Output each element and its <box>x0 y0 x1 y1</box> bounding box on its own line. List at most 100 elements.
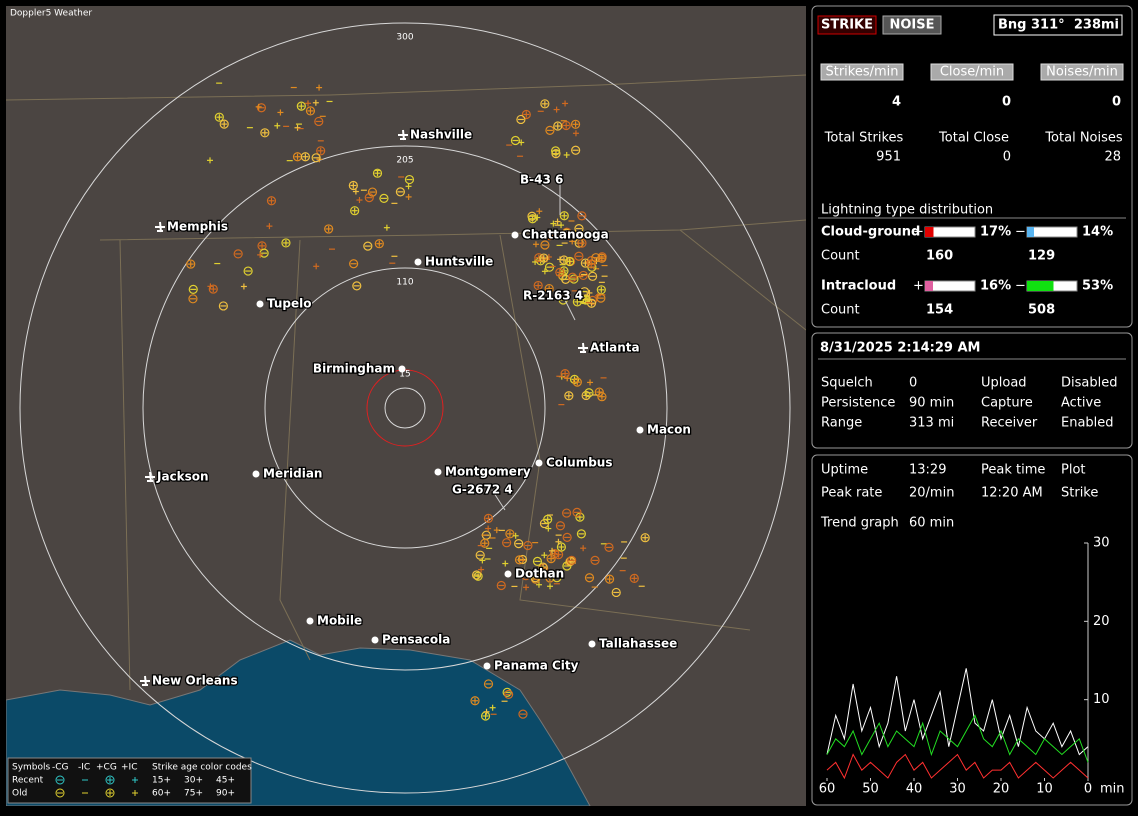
strike-ring <box>480 538 490 548</box>
strike-symbol <box>564 391 574 401</box>
legend-ring <box>105 788 115 798</box>
rate-button <box>1040 63 1124 81</box>
strike-symbol <box>532 232 539 239</box>
strike-ring <box>208 284 218 294</box>
city-dot <box>535 459 543 467</box>
strike-ring <box>483 679 494 689</box>
strike-ring <box>300 152 310 162</box>
strike-symbol <box>521 109 531 120</box>
strike-symbol <box>540 240 550 250</box>
count-label: Count <box>821 303 860 318</box>
strike-ring <box>349 259 359 269</box>
strike-symbol <box>523 540 533 551</box>
setting-text: Enabled <box>1061 416 1114 431</box>
x-unit: min <box>1100 782 1125 797</box>
strike-symbol <box>186 259 196 269</box>
strike-ring <box>296 101 306 111</box>
strike-symbol <box>514 555 525 565</box>
rate-value: 0 <box>1112 95 1121 110</box>
strike-symbol <box>532 556 543 566</box>
city-dot <box>256 300 264 308</box>
app-title: Doppler5 Weather <box>10 9 92 19</box>
strike-symbol <box>534 214 541 221</box>
age-label: 15+ <box>152 776 171 786</box>
legend-header: -CG <box>52 763 69 773</box>
stat-text: Strike <box>1061 486 1098 501</box>
strike-ring <box>521 109 531 120</box>
stat-text: Plot <box>1061 463 1086 478</box>
strike-ring <box>560 369 570 379</box>
strike-ring <box>505 529 515 539</box>
strike-symbol <box>208 284 218 294</box>
strike-ring <box>561 228 572 238</box>
strike-ring <box>553 121 563 131</box>
strike-symbol <box>580 258 590 268</box>
strike-symbol <box>478 566 485 573</box>
strike-ring <box>518 709 528 719</box>
setting-text: Persistence <box>821 396 895 411</box>
strike-symbol <box>567 555 577 565</box>
legend-box <box>7 757 252 804</box>
strike-symbol <box>523 584 530 591</box>
strike-symbol <box>556 542 566 552</box>
strike-symbol <box>558 222 565 229</box>
stat-text: 60 min <box>909 516 954 531</box>
strike-ring <box>266 196 277 206</box>
city-label: Pensacola <box>382 633 450 647</box>
strike-symbol <box>604 542 614 552</box>
strike-ring <box>556 542 566 552</box>
strike-ring <box>316 146 326 156</box>
strike-symbol <box>572 130 579 137</box>
strike-ring <box>562 532 572 543</box>
strike-symbol <box>521 570 531 581</box>
strike-ring <box>572 507 582 517</box>
legend-ring <box>55 788 65 798</box>
strike-ring <box>188 284 198 295</box>
rate-value: 4 <box>892 95 901 110</box>
strike-symbol <box>611 587 621 598</box>
strike-symbol <box>405 193 412 200</box>
stat-text: Peak time <box>981 463 1045 478</box>
strike-ring <box>350 206 360 216</box>
strike-symbol <box>527 214 538 224</box>
strike-ring <box>565 256 575 267</box>
percent-bar <box>925 227 934 237</box>
x-tick-label: 0 <box>1084 782 1092 797</box>
strike-ring <box>473 571 483 581</box>
strike-ring <box>540 99 550 109</box>
strike-symbol <box>395 187 405 197</box>
strike-symbol <box>266 223 273 230</box>
city-dot <box>434 468 442 476</box>
strike-symbol <box>571 145 581 155</box>
strike-symbol <box>576 529 586 539</box>
strike-symbol <box>363 241 373 251</box>
strike-ring <box>562 508 572 518</box>
strike-symbol <box>555 538 562 545</box>
strike-symbol <box>505 529 515 539</box>
strike-symbol <box>372 168 383 178</box>
city-dot <box>588 640 596 648</box>
datetime: 8/31/2025 2:14:29 AM <box>820 341 981 356</box>
strike-symbol <box>629 573 639 583</box>
center-ring <box>384 387 426 429</box>
strike-symbol <box>188 294 198 304</box>
strike-symbol <box>352 188 359 195</box>
strike-symbol <box>188 284 198 295</box>
strike-symbol <box>404 174 415 185</box>
strike-ring <box>569 374 580 384</box>
strike-ring <box>233 249 243 259</box>
total-value: 28 <box>1104 150 1121 165</box>
city-label: Memphis <box>167 220 228 234</box>
strike-symbol <box>580 545 587 552</box>
stat-text: Uptime <box>821 463 868 478</box>
stat-text: 12:20 AM <box>981 486 1043 501</box>
strike-ring <box>395 187 405 197</box>
strike-symbol <box>485 525 492 532</box>
strike-ring <box>567 272 578 282</box>
city-label: Mobile <box>317 614 362 628</box>
strike-symbol <box>257 251 264 258</box>
age-label: 90+ <box>216 789 235 799</box>
city-label: Birmingham <box>313 362 395 376</box>
age-label: 30+ <box>184 776 203 786</box>
strike-symbol <box>604 574 615 584</box>
